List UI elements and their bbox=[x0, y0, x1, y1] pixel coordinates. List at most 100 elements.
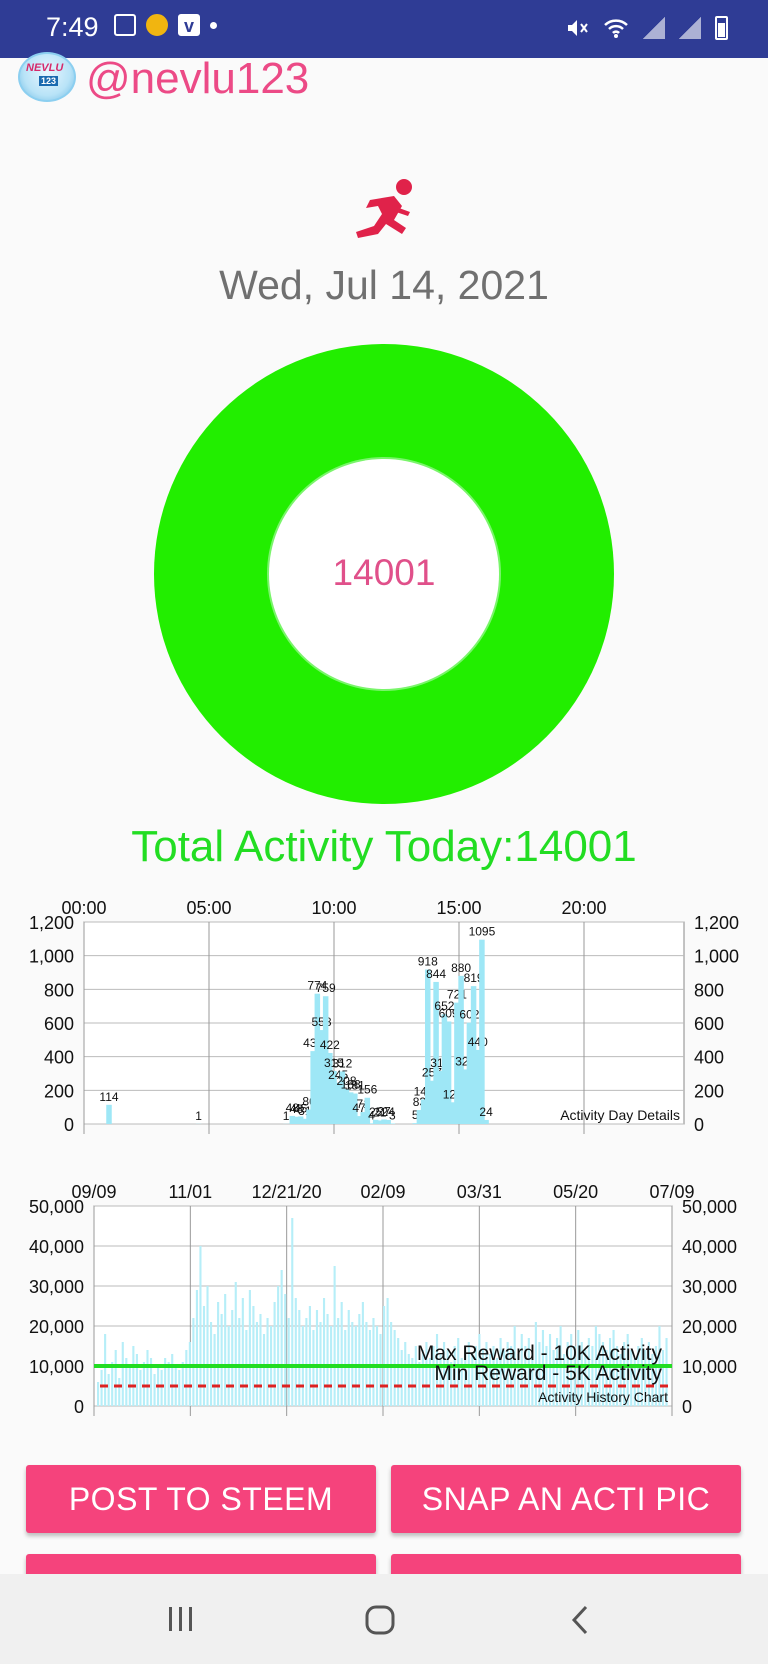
history-y-tick-right: 20,000 bbox=[682, 1317, 737, 1337]
day-bar-label: 1 bbox=[283, 1109, 290, 1123]
history-bar bbox=[616, 1346, 619, 1406]
avatar[interactable]: NEVLU 123 bbox=[18, 52, 76, 102]
post-to-steem-button[interactable]: POST TO STEEM bbox=[26, 1465, 376, 1533]
history-chart-svg: 0 0 10,000 10,000 20,000 20,000 30,000 30,000 40… bbox=[29, 1182, 737, 1417]
day-bar-label: 844 bbox=[426, 967, 446, 981]
day-bar bbox=[450, 1102, 456, 1124]
history-bar bbox=[259, 1314, 262, 1406]
day-bar-label: 721 bbox=[447, 988, 467, 1002]
history-x-tick: 05/20 bbox=[553, 1182, 598, 1202]
history-bar bbox=[121, 1342, 124, 1406]
day-bar-label: 24 bbox=[381, 1105, 395, 1119]
mute-icon bbox=[568, 20, 588, 36]
history-y-tick-right: 0 bbox=[682, 1397, 692, 1417]
day-bar-label: 45 bbox=[294, 1101, 308, 1115]
history-bar bbox=[605, 1350, 608, 1406]
history-x-tick: 02/09 bbox=[360, 1182, 405, 1202]
history-bar bbox=[633, 1358, 636, 1406]
wifi-icon bbox=[604, 19, 628, 38]
history-bar bbox=[361, 1302, 364, 1406]
history-bar bbox=[199, 1246, 202, 1406]
recents-icon[interactable] bbox=[166, 1604, 196, 1634]
history-x-tick: 09/09 bbox=[71, 1182, 116, 1202]
day-bar bbox=[364, 1097, 371, 1124]
day-bar-label: 652 bbox=[434, 999, 454, 1013]
history-bar bbox=[291, 1218, 294, 1406]
history-bar bbox=[160, 1370, 163, 1406]
username[interactable]: @nevlu123 bbox=[86, 54, 310, 103]
history-bar bbox=[623, 1342, 626, 1406]
day-bar bbox=[347, 1092, 354, 1124]
history-bar bbox=[510, 1346, 513, 1406]
day-bar-label: 24 bbox=[479, 1105, 493, 1119]
day-bar bbox=[445, 1021, 452, 1124]
history-bar bbox=[552, 1350, 555, 1406]
history-bar bbox=[326, 1314, 329, 1406]
home-icon[interactable] bbox=[364, 1604, 396, 1636]
history-bar bbox=[234, 1282, 237, 1406]
day-bar-label: 422 bbox=[320, 1038, 340, 1052]
history-bar bbox=[379, 1334, 382, 1406]
history-bar bbox=[287, 1318, 290, 1406]
history-bar bbox=[100, 1370, 103, 1406]
day-bar bbox=[293, 1116, 300, 1124]
history-bar bbox=[224, 1294, 227, 1406]
dot-icon bbox=[210, 21, 217, 29]
day-bar bbox=[372, 1119, 379, 1124]
day-bar bbox=[412, 1123, 418, 1124]
activity-progress-ring bbox=[154, 344, 614, 804]
history-bar bbox=[637, 1346, 640, 1406]
history-bar bbox=[425, 1342, 428, 1406]
history-bar bbox=[252, 1306, 255, 1406]
day-bar-label: 759 bbox=[316, 981, 336, 995]
ring-value: 14001 bbox=[332, 552, 436, 593]
day-bar bbox=[310, 1051, 316, 1124]
status-left-icons: v bbox=[114, 14, 217, 36]
day-y-tick-left: 1,000 bbox=[29, 947, 74, 967]
history-bar bbox=[135, 1354, 138, 1406]
day-bar bbox=[483, 1119, 489, 1124]
day-bar-label: 315 bbox=[324, 1056, 344, 1070]
snap-acti-pic-button[interactable]: SNAP AN ACTI PIC bbox=[391, 1465, 741, 1533]
day-bar bbox=[470, 986, 477, 1124]
history-bar bbox=[428, 1358, 432, 1406]
history-bar bbox=[206, 1286, 209, 1406]
history-bar bbox=[153, 1374, 156, 1406]
day-bar bbox=[441, 1014, 448, 1124]
day-y-tick-left: 1,200 bbox=[29, 913, 74, 933]
day-x-tick: 00:00 bbox=[61, 898, 106, 918]
day-bar bbox=[458, 975, 464, 1124]
history-bar bbox=[527, 1338, 530, 1406]
history-bar bbox=[580, 1342, 583, 1406]
back-icon[interactable] bbox=[568, 1604, 592, 1636]
history-bar bbox=[485, 1342, 488, 1406]
history-bar bbox=[443, 1342, 446, 1406]
max-reward-label: Max Reward - 10K Activity bbox=[417, 1342, 663, 1365]
day-bar-label: 5 bbox=[412, 1108, 419, 1122]
day-bar bbox=[343, 1088, 350, 1124]
history-bar bbox=[619, 1354, 622, 1406]
status-time: 7:49 bbox=[46, 12, 99, 42]
history-bar bbox=[503, 1350, 506, 1406]
history-bar bbox=[139, 1370, 142, 1406]
history-bar bbox=[520, 1334, 523, 1406]
history-y-tick-right: 30,000 bbox=[682, 1277, 737, 1297]
day-bar bbox=[106, 1104, 112, 1124]
history-bar bbox=[439, 1354, 442, 1406]
history-bar bbox=[315, 1310, 319, 1406]
history-bar bbox=[298, 1310, 301, 1406]
history-bar bbox=[478, 1334, 481, 1406]
history-bar bbox=[372, 1318, 375, 1406]
history-bar bbox=[248, 1290, 251, 1406]
history-bar bbox=[195, 1290, 198, 1406]
history-bar bbox=[421, 1350, 424, 1406]
history-bar bbox=[340, 1302, 343, 1406]
day-bar bbox=[425, 969, 431, 1124]
history-bar bbox=[104, 1334, 107, 1406]
day-bar bbox=[352, 1093, 358, 1124]
activity-date: Wed, Jul 14, 2021 bbox=[219, 262, 549, 308]
history-bar bbox=[337, 1318, 340, 1406]
day-x-tick: 15:00 bbox=[436, 898, 481, 918]
day-bar-label: 21 bbox=[373, 1105, 387, 1119]
day-bar bbox=[479, 939, 485, 1124]
